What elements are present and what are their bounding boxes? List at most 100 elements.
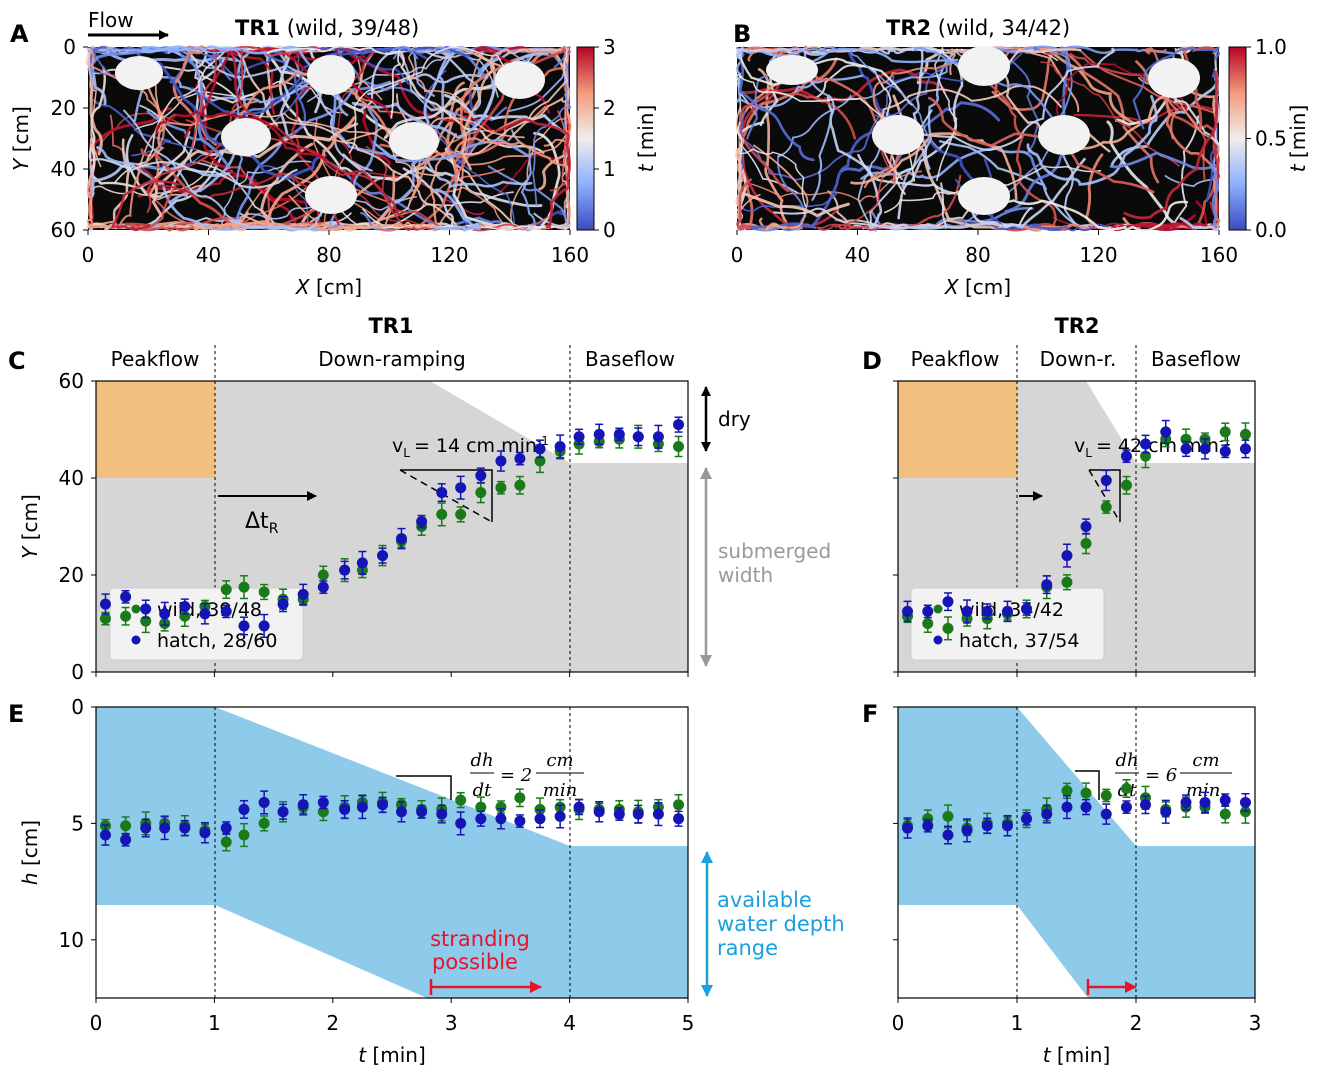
data-point [1219, 422, 1231, 442]
marker [356, 801, 368, 813]
rate-formula-f: dh dt = 6 cm min. [1115, 750, 1232, 801]
marker [1180, 443, 1192, 455]
fish-track [288, 194, 433, 232]
fish-track [895, 157, 1086, 230]
data-point [258, 815, 270, 832]
marker [961, 605, 973, 617]
x-tick-label: 3 [1249, 1011, 1262, 1035]
marker [942, 810, 954, 822]
legend-d: wild, 34/42 hatch, 37/54 [910, 587, 1105, 661]
data-point [179, 819, 191, 837]
y-axis-label: h [cm] [18, 820, 42, 885]
marker [297, 588, 309, 600]
rate-unit-den-f: min. [1186, 780, 1226, 801]
fish-track [96, 146, 302, 232]
data-point [297, 793, 309, 816]
marker [179, 601, 191, 613]
data-point [1041, 804, 1053, 824]
data-point [455, 506, 467, 523]
marker [475, 813, 487, 825]
marker [1120, 479, 1132, 491]
y-tick-label: 40 [59, 466, 84, 490]
fish-track [248, 112, 444, 177]
marker [277, 806, 289, 818]
x-tick-label: 2 [1130, 1011, 1143, 1035]
boulders-b [766, 46, 1200, 215]
data-point [317, 580, 329, 594]
range-label-1: available [717, 888, 812, 912]
fish-track [360, 48, 482, 111]
marker [652, 808, 664, 820]
flow-label: Flow [88, 8, 134, 32]
panel-letter-a: A [10, 20, 29, 48]
data-point [356, 550, 368, 575]
data-point [238, 822, 250, 848]
fish-track [1110, 214, 1210, 232]
fish-track [123, 109, 330, 231]
fish-track [533, 212, 572, 231]
marker [277, 598, 289, 610]
boulder [1148, 58, 1200, 98]
fish-track [146, 49, 244, 213]
marker [1180, 796, 1192, 808]
marker [120, 591, 132, 603]
axes-frame-c [95, 380, 689, 673]
rate-unit-num-f: cm [1192, 750, 1219, 771]
data-point [277, 803, 289, 820]
fish-track [392, 45, 450, 60]
fish-track [235, 80, 392, 229]
data-point [1061, 574, 1073, 591]
rate-unit-den-e: min [543, 780, 577, 801]
x-tick-label: 0 [892, 1011, 905, 1035]
marker [1239, 428, 1251, 440]
data-point [1080, 798, 1092, 816]
data-point [1100, 803, 1112, 825]
data-point [1001, 814, 1013, 837]
data-point [1219, 444, 1231, 459]
data-point [455, 811, 467, 836]
data-point [1120, 449, 1132, 464]
data-point [120, 832, 132, 847]
boulder [495, 61, 545, 99]
fish-track [920, 47, 1115, 151]
marker [339, 803, 351, 815]
marker [1021, 813, 1033, 825]
marker [220, 605, 232, 617]
marker [339, 564, 351, 576]
data-point [159, 601, 171, 626]
data-point [922, 604, 934, 619]
boulders-a [115, 55, 545, 214]
data-point [632, 804, 644, 824]
legend-marker-wild-d [933, 604, 943, 614]
data-point [652, 424, 664, 449]
fish-track [466, 46, 571, 150]
marker [554, 440, 566, 452]
marker [613, 808, 625, 820]
marker [632, 431, 644, 443]
fish-track [88, 146, 298, 189]
marker [416, 516, 428, 528]
marker [593, 428, 605, 440]
x-axis-label: X [cm] [944, 275, 1011, 299]
marker [317, 569, 329, 581]
data-point [356, 795, 368, 820]
submerged-label-2: width [718, 563, 773, 587]
data-point [1041, 575, 1053, 595]
data-point [1140, 434, 1152, 454]
slope-hypotenuse-d [1088, 469, 1121, 523]
fish-track [136, 53, 327, 181]
data-point [1021, 602, 1033, 616]
x-tick-label: 40 [196, 243, 221, 267]
fish-track [737, 110, 838, 212]
marker [1061, 785, 1073, 797]
fish-track [86, 48, 102, 168]
marker [495, 813, 507, 825]
marker [1001, 605, 1013, 617]
marker [902, 605, 914, 617]
fish-track [423, 70, 525, 229]
marker [258, 796, 270, 808]
data-point [238, 616, 250, 636]
marker [1080, 787, 1092, 799]
x-tick-label: 80 [316, 243, 341, 267]
axes-frame-d [897, 380, 1256, 673]
